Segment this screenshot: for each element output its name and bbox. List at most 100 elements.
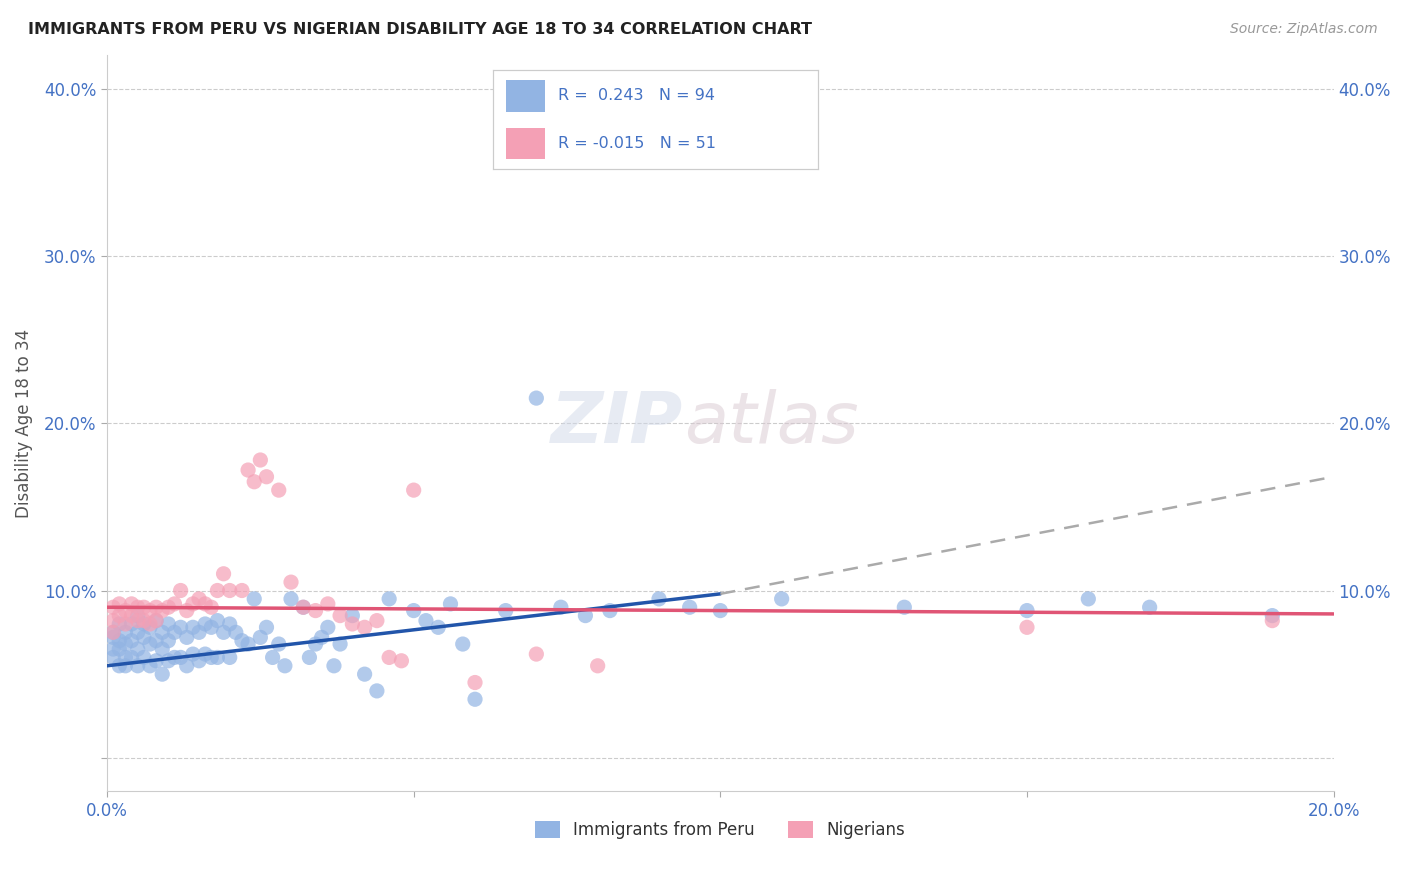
Point xyxy=(101,614,124,628)
Point xyxy=(709,604,731,618)
Point xyxy=(366,614,388,628)
Point xyxy=(770,591,793,606)
Point xyxy=(108,658,131,673)
Point xyxy=(439,597,461,611)
Point xyxy=(127,614,149,628)
Point xyxy=(225,625,247,640)
Point xyxy=(169,583,191,598)
Point xyxy=(108,642,131,657)
Point xyxy=(150,667,173,681)
Point xyxy=(114,604,136,618)
Point xyxy=(427,620,450,634)
Point xyxy=(231,583,253,598)
Point xyxy=(893,600,915,615)
Point xyxy=(121,617,143,632)
Point xyxy=(249,631,271,645)
Point xyxy=(574,608,596,623)
Point xyxy=(150,625,173,640)
Point xyxy=(188,654,211,668)
Point xyxy=(524,647,547,661)
Point xyxy=(1077,591,1099,606)
Point xyxy=(304,604,326,618)
Point xyxy=(495,604,517,618)
Point xyxy=(212,625,235,640)
Y-axis label: Disability Age 18 to 34: Disability Age 18 to 34 xyxy=(15,328,32,517)
Point xyxy=(236,463,259,477)
Point xyxy=(114,617,136,632)
Point xyxy=(150,604,173,618)
Point xyxy=(181,597,204,611)
Point xyxy=(391,654,413,668)
Point xyxy=(451,637,474,651)
Point xyxy=(163,650,186,665)
Point xyxy=(415,614,437,628)
Point xyxy=(648,591,671,606)
Point xyxy=(169,650,191,665)
Point xyxy=(274,658,297,673)
Point xyxy=(249,453,271,467)
Point xyxy=(218,617,240,632)
Point xyxy=(243,475,266,489)
Point xyxy=(145,654,167,668)
Point xyxy=(218,583,240,598)
Point xyxy=(114,637,136,651)
Point xyxy=(132,631,155,645)
Legend: Immigrants from Peru, Nigerians: Immigrants from Peru, Nigerians xyxy=(529,814,912,846)
Point xyxy=(267,637,290,651)
Point xyxy=(323,658,346,673)
Point xyxy=(121,597,143,611)
Point xyxy=(127,600,149,615)
Point xyxy=(145,614,167,628)
Point xyxy=(181,647,204,661)
Point xyxy=(342,617,364,632)
Point xyxy=(292,600,315,615)
Point xyxy=(586,658,609,673)
Point xyxy=(194,617,217,632)
Point xyxy=(236,637,259,651)
Point xyxy=(267,483,290,497)
Point xyxy=(139,617,162,632)
Point xyxy=(139,620,162,634)
Point xyxy=(256,469,278,483)
Point xyxy=(378,591,401,606)
Point xyxy=(378,650,401,665)
Point xyxy=(353,620,375,634)
Point xyxy=(188,591,211,606)
Point xyxy=(132,650,155,665)
Point xyxy=(150,642,173,657)
Point xyxy=(304,637,326,651)
Point xyxy=(121,650,143,665)
Point xyxy=(200,600,222,615)
Point xyxy=(139,658,162,673)
Point xyxy=(402,604,425,618)
Point xyxy=(292,600,315,615)
Point xyxy=(121,608,143,623)
Point xyxy=(169,620,191,634)
Point xyxy=(101,642,124,657)
Point xyxy=(194,597,217,611)
Point xyxy=(550,600,572,615)
Point xyxy=(108,633,131,648)
Point xyxy=(316,620,339,634)
Point xyxy=(1261,614,1284,628)
Point xyxy=(181,620,204,634)
Point xyxy=(157,600,180,615)
Point xyxy=(366,684,388,698)
Point xyxy=(464,692,486,706)
Point xyxy=(311,631,333,645)
Point xyxy=(1015,620,1038,634)
Point xyxy=(1015,604,1038,618)
Point xyxy=(1261,608,1284,623)
Point xyxy=(262,650,284,665)
Point xyxy=(342,608,364,623)
Point xyxy=(256,620,278,634)
Point xyxy=(108,617,131,632)
Point xyxy=(176,631,198,645)
Point xyxy=(101,625,124,640)
Point xyxy=(121,633,143,648)
Point xyxy=(353,667,375,681)
Point xyxy=(101,625,124,640)
Point xyxy=(157,633,180,648)
Point xyxy=(101,631,124,645)
Point xyxy=(127,642,149,657)
